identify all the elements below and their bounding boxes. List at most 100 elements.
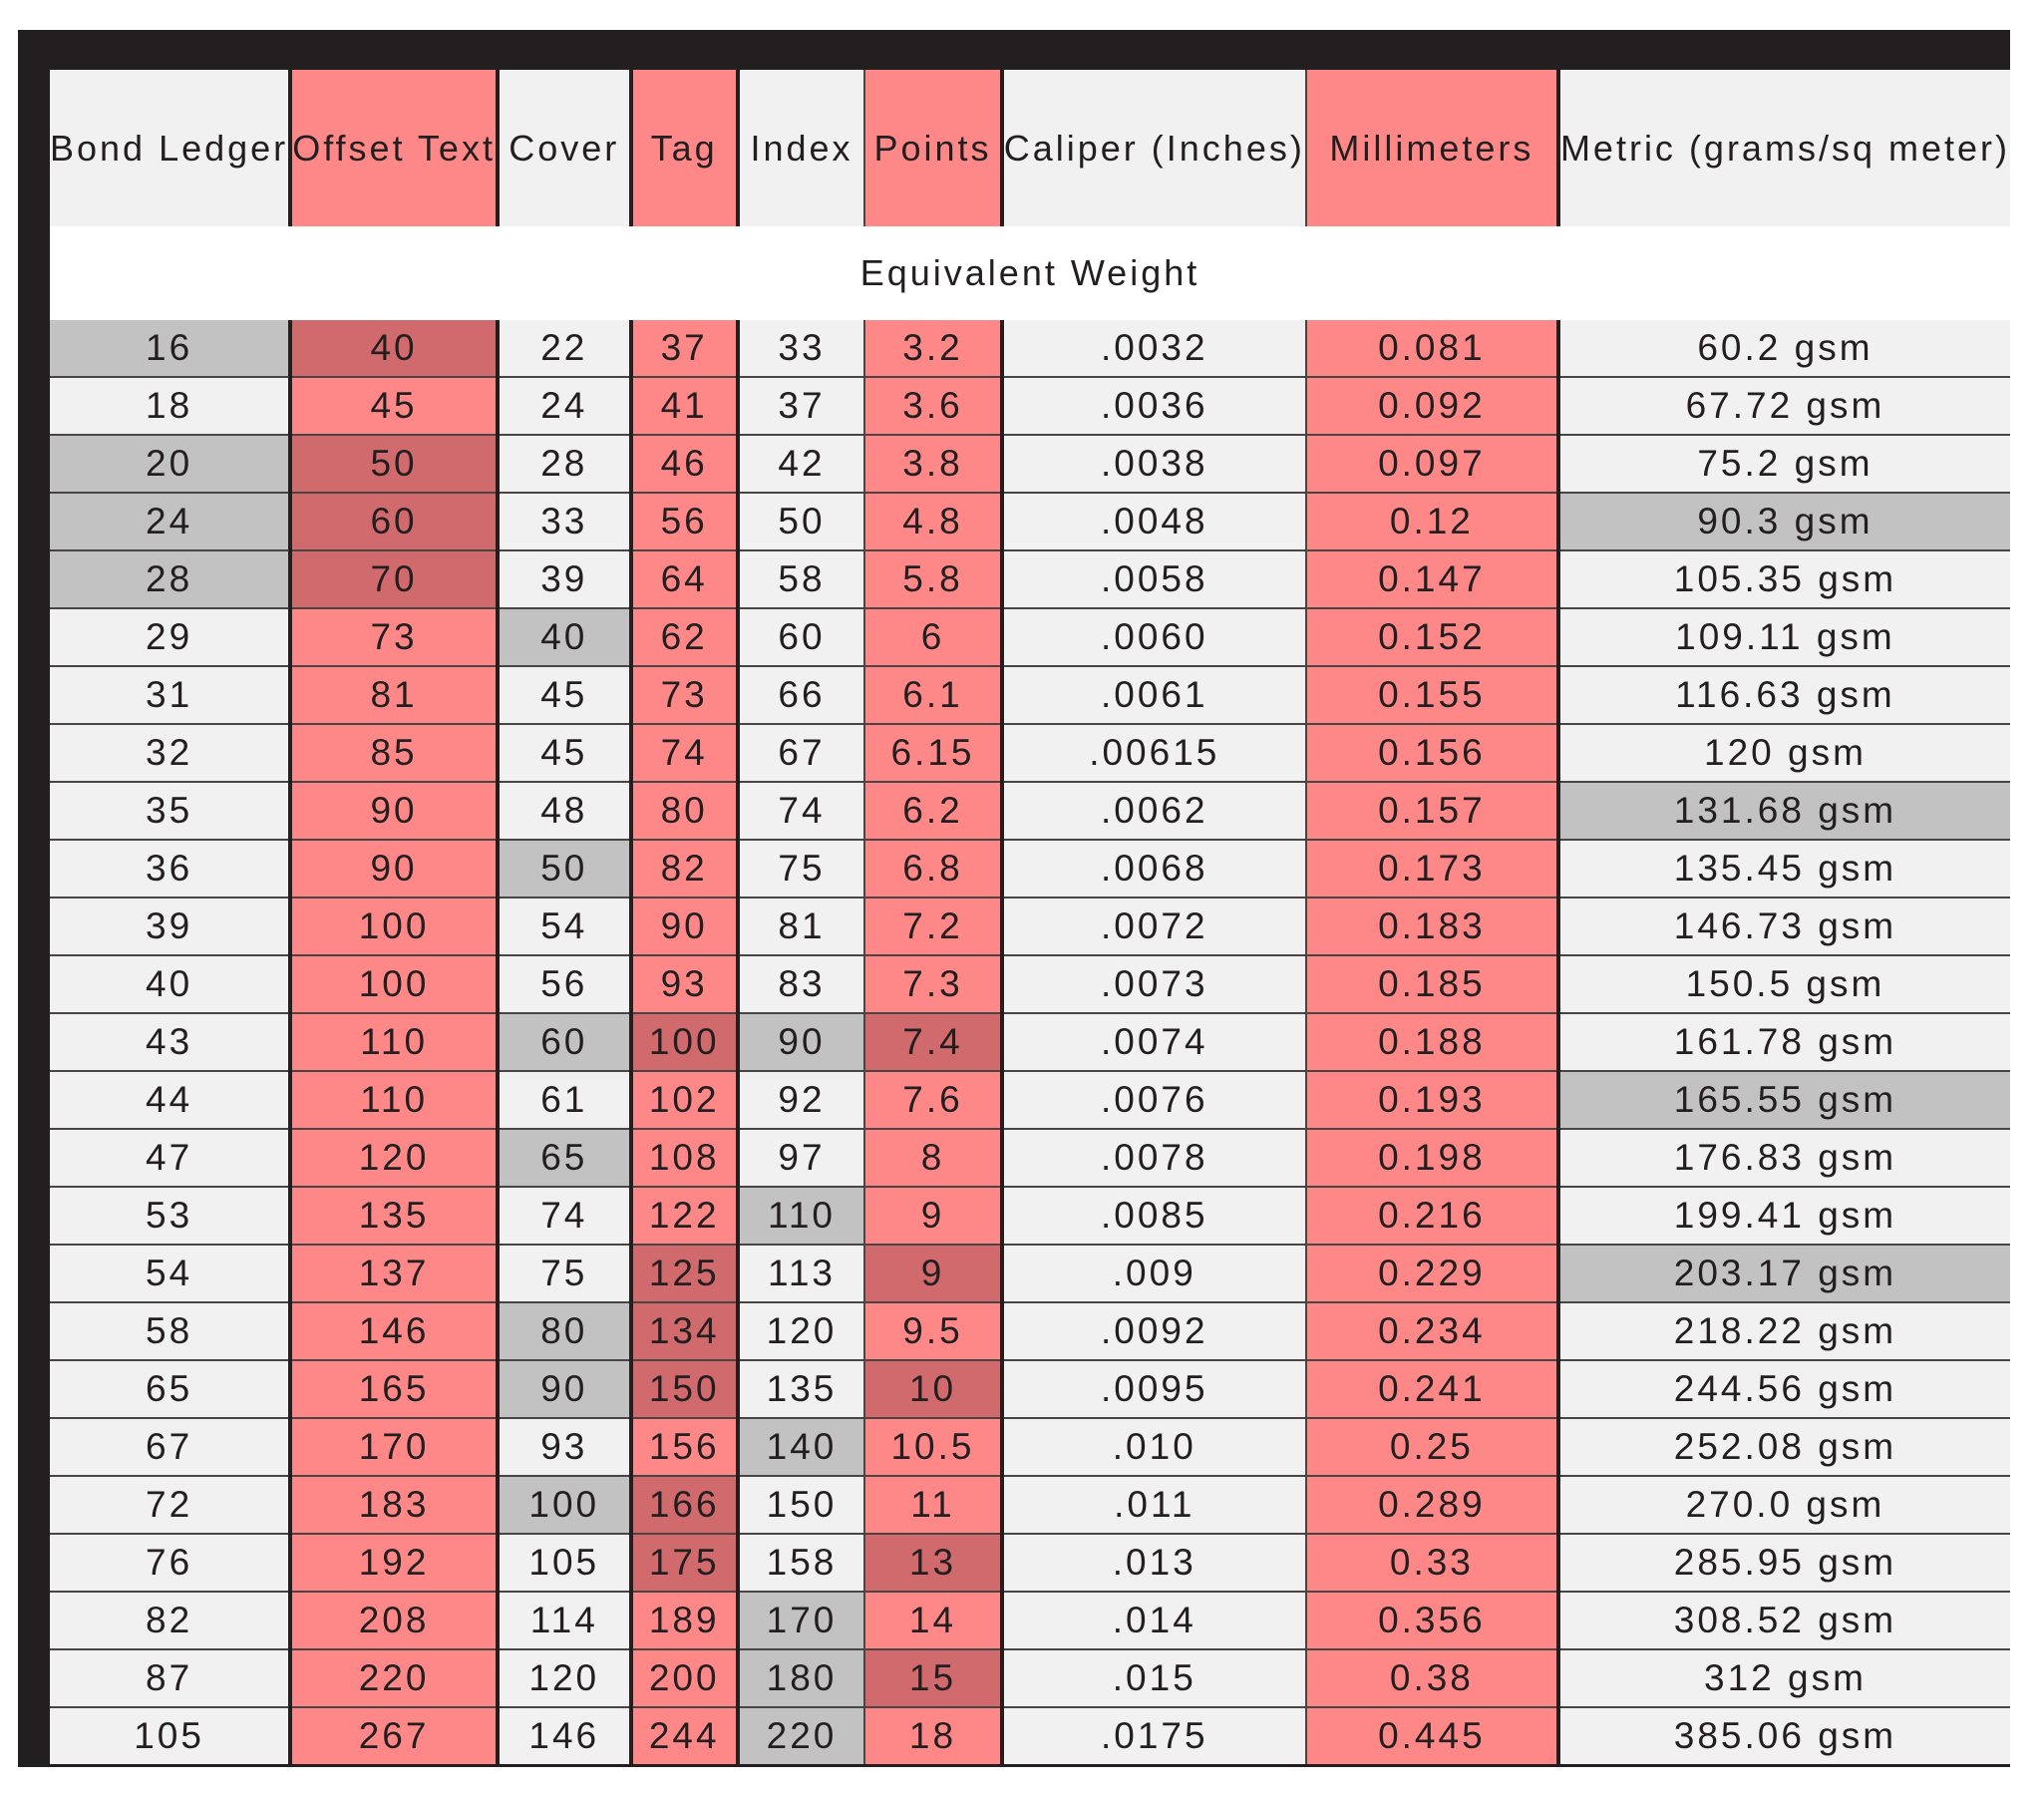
table-cell: 56 (630, 492, 740, 550)
table-cell: 75 (737, 839, 866, 898)
table-cell: .0092 (1001, 1301, 1307, 1360)
table-cell: 140 (737, 1417, 866, 1476)
table-cell: 220 (290, 1648, 500, 1707)
table-cell: .0032 (1001, 320, 1307, 377)
table-cell: 33 (497, 492, 633, 550)
table-cell: .0048 (1001, 492, 1307, 550)
table-row: 65 165 90 150 135 10.0095 0.241 244.56 gsm (50, 1359, 2010, 1418)
table-cell: 3.8 (864, 434, 1004, 493)
table-cell: 0.33 (1305, 1533, 1560, 1592)
table-cell: .0072 (1001, 897, 1307, 955)
table-cell: 0.216 (1305, 1186, 1560, 1245)
table-cell: .0073 (1001, 954, 1307, 1013)
table-cell: 93 (630, 954, 740, 1013)
table-cell: 60 (497, 1012, 633, 1071)
table-cell: 100 (497, 1475, 633, 1534)
table-cell: 156 (630, 1417, 740, 1476)
table-row: 35 90 48 80 74 6.2.0062 0.157 131.68 gsm (50, 781, 2010, 840)
table-cell: 150.5 gsm (1557, 954, 2010, 1013)
table-cell: 120 (737, 1301, 866, 1360)
table-cell: 47 (50, 1128, 293, 1187)
table-cell: 82 (630, 839, 740, 898)
table-cell: 67 (50, 1417, 293, 1476)
table-cell: 146 (290, 1301, 500, 1360)
table-cell: 200 (630, 1648, 740, 1707)
table-cell: 45 (290, 376, 500, 435)
table-cell: 110 (737, 1186, 866, 1245)
table-cell: 14 (864, 1591, 1004, 1649)
table-cell: .0074 (1001, 1012, 1307, 1071)
table-cell: 0.198 (1305, 1128, 1560, 1187)
table-cell: 40 (497, 607, 633, 666)
table-cell: 3.2 (864, 320, 1004, 377)
table-cell: 0.157 (1305, 781, 1560, 840)
table-cell: 244 (630, 1706, 740, 1764)
table-cell: 170 (290, 1417, 500, 1476)
table-row: 39 100 54 90 81 7.2.0072 0.183 146.73 gsm (50, 897, 2010, 955)
table-cell: 7.4 (864, 1012, 1004, 1071)
table-row: 40 100 56 93 83 7.3.0073 0.185 150.5 gsm (50, 954, 2010, 1013)
table-cell: 4.8 (864, 492, 1004, 550)
table-row: 58 146 80 134 120 9.5.0092 0.234 218.22 gsm (50, 1301, 2010, 1360)
table-cell: 220 (737, 1706, 866, 1764)
table-cell: 165.55 gsm (1557, 1070, 2010, 1129)
table-cell: 36 (50, 839, 293, 898)
table-cell: 0.185 (1305, 954, 1560, 1013)
table-cell: 122 (630, 1186, 740, 1245)
table-row: 87 220 120 200 180 15.015 0.38 312 gsm (50, 1648, 2010, 1707)
table-cell: 75.2 gsm (1557, 434, 2010, 493)
table-cell: 74 (497, 1186, 633, 1245)
column-header: Tag (630, 70, 740, 226)
table-cell: 9 (864, 1186, 1004, 1245)
table-cell: 0.445 (1305, 1706, 1560, 1764)
table-cell: 15 (864, 1648, 1004, 1707)
table-cell: 125 (630, 1244, 740, 1302)
table-cell: 114 (497, 1591, 633, 1649)
table-cell: 208 (290, 1591, 500, 1649)
table-cell: 0.152 (1305, 607, 1560, 666)
table-row: 54 137 75 125 113 9.009 0.229 203.17 gsm (50, 1244, 2010, 1302)
table-cell: 58 (50, 1301, 293, 1360)
table-cell: 0.097 (1305, 434, 1560, 493)
table-cell: 53 (50, 1186, 293, 1245)
table-cell: 120 (497, 1648, 633, 1707)
table-cell: 54 (497, 897, 633, 955)
table-cell: 110 (290, 1070, 500, 1129)
table-cell: 48 (497, 781, 633, 840)
table-cell: 252.08 gsm (1557, 1417, 2010, 1476)
column-header: Offset Text (290, 70, 500, 226)
table-cell: 137 (290, 1244, 500, 1302)
table-cell: .013 (1001, 1533, 1307, 1592)
table-cell: 65 (50, 1359, 293, 1418)
table-cell: 16 (50, 320, 293, 377)
table-cell: 61 (497, 1070, 633, 1129)
table-cell: 134 (630, 1301, 740, 1360)
table-cell: 199.41 gsm (1557, 1186, 2010, 1245)
table-row: 44 110 61 102 92 7.6.0076 0.193 165.55 gsm (50, 1070, 2010, 1129)
table-cell: 13 (864, 1533, 1004, 1592)
table-cell: 158 (737, 1533, 866, 1592)
table-cell: .0058 (1001, 549, 1307, 608)
column-header: Bond Ledger (50, 70, 293, 226)
equivalent-weight-label: Equivalent Weight (50, 226, 2010, 320)
table-cell: 110 (290, 1012, 500, 1071)
table-row: 28 70 39 64 58 5.8.0058 0.147 105.35 gsm (50, 549, 2010, 608)
table-cell: 170 (737, 1591, 866, 1649)
table-cell: 146.73 gsm (1557, 897, 2010, 955)
table-cell: 81 (290, 665, 500, 724)
table-cell: 50 (497, 839, 633, 898)
table-cell: 166 (630, 1475, 740, 1534)
table-cell: 10 (864, 1359, 1004, 1418)
table-cell: 7.2 (864, 897, 1004, 955)
table-cell: 67.72 gsm (1557, 376, 2010, 435)
column-header: Cover (497, 70, 633, 226)
table-cell: 6.1 (864, 665, 1004, 724)
table-cell: 56 (497, 954, 633, 1013)
table-cell: 22 (497, 320, 633, 377)
table-cell: 50 (737, 492, 866, 550)
table-cell: 54 (50, 1244, 293, 1302)
table-cell: 9 (864, 1244, 1004, 1302)
table-cell: 0.092 (1305, 376, 1560, 435)
table-cell: 90 (290, 839, 500, 898)
table-row: 82 208 114 189 170 14.014 0.356 308.52 gsm (50, 1591, 2010, 1649)
